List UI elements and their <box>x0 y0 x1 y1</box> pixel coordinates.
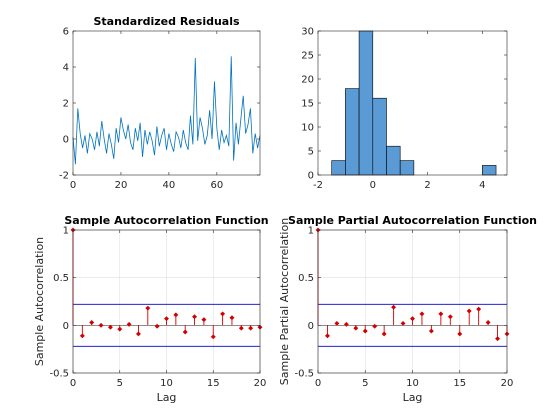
histogram-bar <box>331 160 346 176</box>
stem-marker <box>494 336 501 342</box>
x-tick-label: -2 <box>313 180 323 191</box>
y-tick-label: 30 <box>301 27 314 38</box>
x-tick-label: 15 <box>207 378 220 389</box>
stem-marker <box>324 333 331 339</box>
stem-marker <box>381 331 387 337</box>
x-axis-label: Lag <box>403 391 423 404</box>
x-tick-label: 2 <box>424 180 430 191</box>
stem-marker <box>438 311 444 317</box>
x-tick-label: 5 <box>117 378 123 389</box>
x-axis-label: Lag <box>157 391 177 404</box>
y-tick-label: 15 <box>301 99 314 110</box>
y-tick-label: -0.5 <box>49 369 69 380</box>
y-tick-label: 10 <box>301 123 314 134</box>
x-tick-label: 5 <box>362 378 368 389</box>
y-tick-label: 0 <box>63 321 69 332</box>
stem-marker <box>372 323 378 329</box>
histogram-bar <box>358 30 374 176</box>
stem-marker <box>79 333 85 339</box>
stem-marker <box>191 314 198 320</box>
stem-marker <box>210 334 216 340</box>
residual-series-line <box>72 56 261 165</box>
stem-marker <box>126 321 132 327</box>
x-tick-label: 40 <box>163 180 176 191</box>
stem-marker <box>220 311 226 317</box>
stem-marker <box>343 321 349 327</box>
x-tick-label: 20 <box>115 180 128 191</box>
y-tick-label: 25 <box>301 51 314 62</box>
stem-marker <box>182 329 188 335</box>
y-tick-label: 1 <box>308 226 314 237</box>
stem-marker <box>419 311 425 317</box>
stem-marker <box>238 325 244 331</box>
stem-marker <box>154 323 160 329</box>
stem-marker <box>400 320 406 326</box>
stem-marker <box>466 308 472 314</box>
x-tick-label: 0 <box>70 378 76 389</box>
stem-marker <box>135 331 142 337</box>
stem-marker <box>428 328 434 334</box>
y-tick-label: 0 <box>308 171 314 182</box>
x-tick-label: 10 <box>160 378 173 389</box>
stem-marker <box>447 314 453 320</box>
histogram-bar <box>345 88 360 176</box>
chart-title: Sample Partial Autocorrelation Function <box>288 214 537 227</box>
x-tick-label: 0 <box>70 180 76 191</box>
chart-title: Standardized Residuals <box>93 15 240 28</box>
stem-marker <box>163 316 170 322</box>
stem-marker <box>409 316 416 322</box>
y-tick-label: 4 <box>63 63 69 74</box>
stem-marker <box>173 312 179 318</box>
stem-marker <box>353 325 359 331</box>
x-tick-label: 20 <box>501 378 514 389</box>
y-tick-label: 1 <box>63 226 69 237</box>
y-axis-label: Sample Partial Autocorrelation <box>278 218 291 385</box>
y-tick-label: -2 <box>59 171 69 182</box>
x-tick-label: 20 <box>254 378 267 389</box>
stem-marker <box>391 304 397 310</box>
stem-marker <box>248 325 254 331</box>
y-tick-label: -0.5 <box>294 369 314 380</box>
histogram-bar <box>372 97 387 176</box>
histogram-bar <box>386 145 401 176</box>
stem-marker <box>89 319 95 326</box>
x-tick-label: 4 <box>479 180 485 191</box>
stem-marker <box>107 324 113 330</box>
histogram-bar <box>399 160 415 176</box>
x-tick-label: 0 <box>315 378 321 389</box>
x-tick-label: 60 <box>210 180 223 191</box>
stem-marker <box>334 320 340 326</box>
stem-marker <box>229 315 235 321</box>
stem-marker <box>362 328 368 334</box>
stem-marker <box>457 331 463 337</box>
y-tick-label: 0.5 <box>298 273 314 284</box>
stem-marker <box>98 322 104 328</box>
stem-marker <box>117 326 123 332</box>
y-tick-label: 2 <box>63 99 69 110</box>
y-tick-label: 0.5 <box>53 273 69 284</box>
y-tick-label: 6 <box>63 27 69 38</box>
y-tick-label: 0 <box>308 321 314 332</box>
y-axis-label: Sample Autocorrelation <box>33 237 46 366</box>
x-tick-label: 0 <box>370 180 376 191</box>
y-tick-label: 20 <box>301 75 314 86</box>
y-tick-label: 5 <box>308 147 314 158</box>
chart-title: Sample Autocorrelation Function <box>64 214 268 227</box>
y-tick-label: 0 <box>63 135 69 146</box>
stem-marker <box>476 306 482 312</box>
stem-marker <box>201 317 207 323</box>
stem-marker <box>145 305 151 311</box>
histogram-bar <box>482 165 497 176</box>
stem-marker <box>485 319 491 326</box>
x-tick-label: 15 <box>453 378 466 389</box>
x-tick-label: 10 <box>406 378 419 389</box>
